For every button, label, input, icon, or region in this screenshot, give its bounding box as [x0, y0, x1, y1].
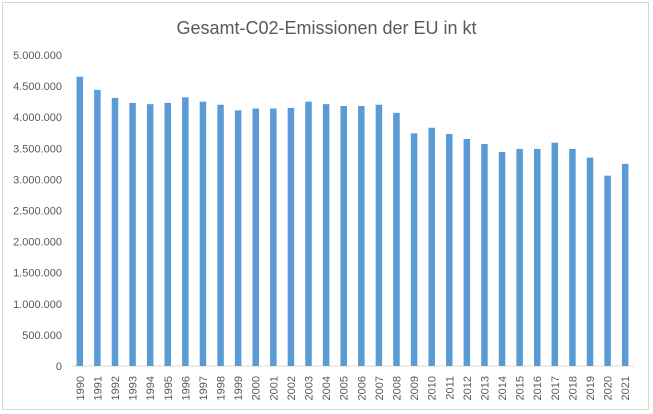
- x-tick-label: 2021: [620, 376, 632, 400]
- y-tick-label: 1.000.000: [13, 299, 62, 311]
- bar-2009: [410, 133, 418, 366]
- x-tick-label: 2002: [286, 376, 298, 400]
- y-tick-label: 2.500.000: [13, 206, 62, 218]
- bar-1996: [182, 97, 189, 367]
- bar-1992: [111, 97, 119, 367]
- x-tick-label: 2006: [356, 376, 368, 400]
- bar-1990: [76, 76, 84, 367]
- bar-2006: [358, 106, 365, 366]
- bar-1999: [234, 110, 242, 366]
- x-tick-label: 2015: [515, 376, 527, 400]
- bar-2013: [481, 143, 488, 366]
- bar-2011: [446, 133, 453, 366]
- bar-1998: [217, 104, 224, 366]
- x-tick-label: 1995: [163, 376, 175, 400]
- x-tick-label: 1994: [145, 376, 157, 400]
- x-tick-label: 1998: [216, 376, 228, 400]
- bar-2017: [551, 142, 559, 366]
- y-tick-label: 1.500.000: [13, 268, 62, 280]
- y-tick-label: 3.500.000: [13, 143, 62, 155]
- y-axis-tick-labels: 0 500.000 1.000.000 1.500.000 2.000.000 2.500…: [13, 50, 62, 373]
- x-tick-label: 2018: [567, 376, 579, 400]
- chart-title: Gesamt-C02-Emissionen der EU in kt: [176, 18, 477, 38]
- bar-2021: [621, 163, 629, 366]
- x-tick-label: 2001: [268, 376, 280, 400]
- x-tick-label: 2003: [304, 376, 316, 400]
- bar-2000: [252, 108, 259, 367]
- bar-1997: [199, 101, 207, 367]
- x-tick-label: 2009: [409, 376, 421, 400]
- bar-2008: [393, 112, 400, 366]
- bar-2005: [340, 106, 347, 366]
- x-tick-label: 1999: [233, 376, 245, 400]
- bar-2018: [569, 148, 576, 366]
- x-tick-label: 1992: [110, 376, 122, 400]
- bar-2020: [604, 175, 611, 366]
- bar-2014: [498, 152, 506, 366]
- y-tick-label: 2.000.000: [13, 237, 62, 249]
- y-tick-label: 500.000: [22, 330, 62, 342]
- bar-2016: [533, 148, 541, 366]
- x-axis-tick-labels: 1990 1991 1992 1993 1994 1995 1996 1997 1998 1999…: [75, 376, 632, 400]
- bar-2019: [586, 157, 594, 366]
- bar-1991: [94, 89, 101, 366]
- y-tick-label: 4.500.000: [13, 81, 62, 93]
- x-tick-label: 1996: [180, 376, 192, 400]
- bar-1995: [164, 102, 172, 366]
- bar-1994: [146, 104, 154, 366]
- y-tick-label: 4.000.000: [13, 112, 62, 124]
- bar-2015: [516, 148, 523, 366]
- bar-2010: [428, 127, 435, 367]
- x-tick-label: 1997: [198, 376, 210, 400]
- x-tick-label: 2010: [427, 376, 439, 400]
- x-tick-label: 2017: [550, 376, 562, 400]
- bar-2001: [270, 108, 277, 367]
- x-tick-label: 2012: [462, 376, 474, 400]
- x-tick-label: 2011: [444, 376, 456, 400]
- bar-2003: [305, 101, 312, 367]
- y-tick-label: 5.000.000: [13, 50, 62, 62]
- x-tick-label: 1991: [92, 376, 104, 400]
- bars: [76, 76, 629, 367]
- bar-2007: [375, 104, 383, 366]
- y-tick-label: 3.000.000: [13, 174, 62, 186]
- x-tick-label: 1990: [75, 376, 87, 400]
- bar-1993: [129, 102, 136, 366]
- x-tick-label: 2004: [321, 376, 333, 400]
- x-tick-label: 2013: [479, 376, 491, 400]
- bar-2012: [463, 138, 471, 366]
- x-tick-label: 2008: [391, 376, 403, 400]
- y-tick-label: 0: [56, 361, 62, 373]
- x-tick-label: 2014: [497, 376, 509, 400]
- x-tick-label: 2020: [603, 376, 615, 400]
- x-tick-label: 2016: [532, 376, 544, 400]
- x-tick-label: 2007: [374, 376, 386, 400]
- x-tick-label: 2005: [339, 376, 351, 400]
- x-tick-label: 1993: [128, 376, 140, 400]
- bar-2004: [322, 104, 330, 366]
- x-tick-label: 2019: [585, 376, 597, 400]
- bar-2002: [287, 107, 295, 367]
- x-tick-label: 2000: [251, 376, 263, 400]
